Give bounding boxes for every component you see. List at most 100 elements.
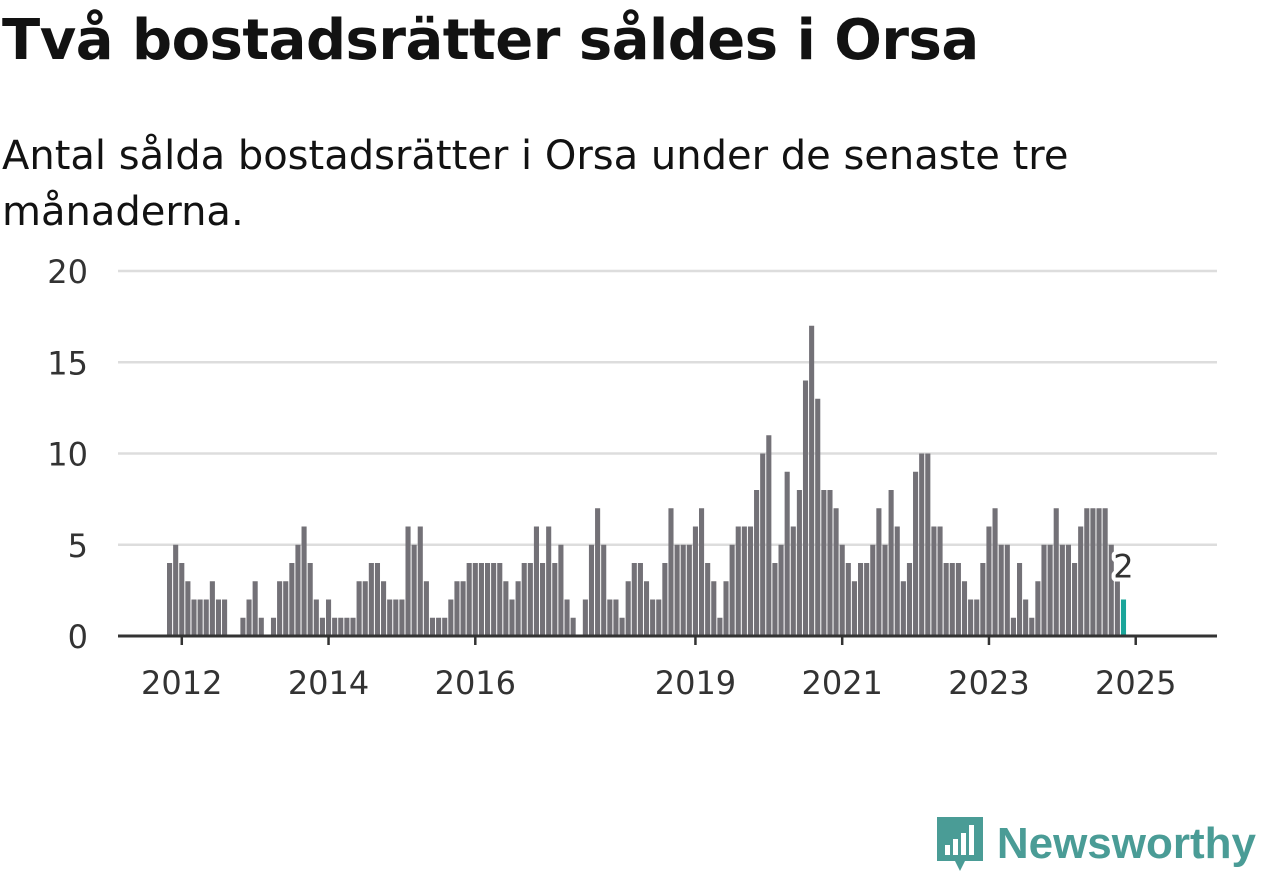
bar [974,599,980,636]
bar [943,563,949,636]
bar [802,380,809,636]
bar [478,563,484,636]
bar [637,563,643,636]
bar [827,490,833,636]
bar [809,325,815,636]
bar [1078,526,1084,636]
bar [301,526,307,636]
bar [484,563,491,636]
y-tick-label: 0 [68,618,88,656]
bar [1059,544,1065,636]
bar [307,563,313,636]
bar [429,617,436,636]
x-tick-label: 2012 [141,664,222,702]
bar [998,544,1004,636]
bar [601,544,607,636]
bar [1047,544,1053,636]
bar [766,435,772,636]
bar [277,581,283,636]
bar [270,617,277,636]
bar [607,599,613,636]
bar [313,599,319,636]
bar [961,581,968,636]
bar [778,544,784,636]
y-tick-label: 10 [47,436,88,474]
brand-name: Newsworthy [996,819,1256,868]
bar [381,581,387,636]
bar [191,599,197,636]
bar [1023,599,1029,636]
bar [564,599,570,636]
x-tick-label: 2019 [655,664,736,702]
bar [552,563,558,636]
bar [864,563,870,636]
bar [711,581,717,636]
bar [876,508,882,636]
bar [497,563,503,636]
bar [992,508,998,636]
x-tick-label: 2016 [435,664,516,702]
y-tick-label: 5 [68,527,88,565]
bar [246,599,252,636]
bar [1065,544,1072,636]
bar [1096,508,1102,636]
y-tick-label: 15 [47,344,88,382]
bar [631,563,637,636]
bar [362,581,368,636]
bar [411,544,417,636]
bar [167,563,173,636]
bar [882,544,888,636]
bar [197,599,203,636]
bar [986,526,992,636]
bar [705,563,711,636]
bar [368,563,374,636]
bar [815,398,821,636]
chart-subtitle: Antal sålda bostadsrätter i Orsa under d… [2,133,1069,235]
bar [717,617,723,636]
bar [668,508,674,636]
newsworthy-logo-icon [936,817,983,871]
bar [1053,508,1059,636]
bar [521,563,527,636]
bar [643,581,650,636]
bar [692,526,698,636]
bar [858,563,864,636]
bar [570,617,576,636]
bar [1072,563,1078,636]
bar [595,508,601,636]
bar [839,544,845,636]
bar [845,563,851,636]
bar [258,617,264,636]
bar [1004,544,1010,636]
bar [796,490,802,636]
bar [937,526,943,636]
bar [1010,617,1016,636]
bar [374,563,381,636]
bar [215,599,222,636]
bar [179,563,185,636]
bar [527,563,533,636]
bar [1016,563,1023,636]
bar [613,599,619,636]
bar [393,599,399,636]
bar [472,563,478,636]
bar [185,581,191,636]
bar [252,581,258,636]
bar [919,453,925,636]
bar [906,563,913,636]
bar [949,563,955,636]
bar [674,544,680,636]
bar [1029,617,1035,636]
bar [325,599,332,636]
y-tick-label: 20 [47,253,88,291]
bar [619,617,625,636]
bar [821,490,827,636]
bar [283,581,289,636]
bar [454,581,460,636]
bar [417,526,423,636]
bar [423,581,429,636]
bar [760,453,766,636]
bar [650,599,656,636]
bar [894,526,900,636]
x-tick-label: 2021 [801,664,882,702]
